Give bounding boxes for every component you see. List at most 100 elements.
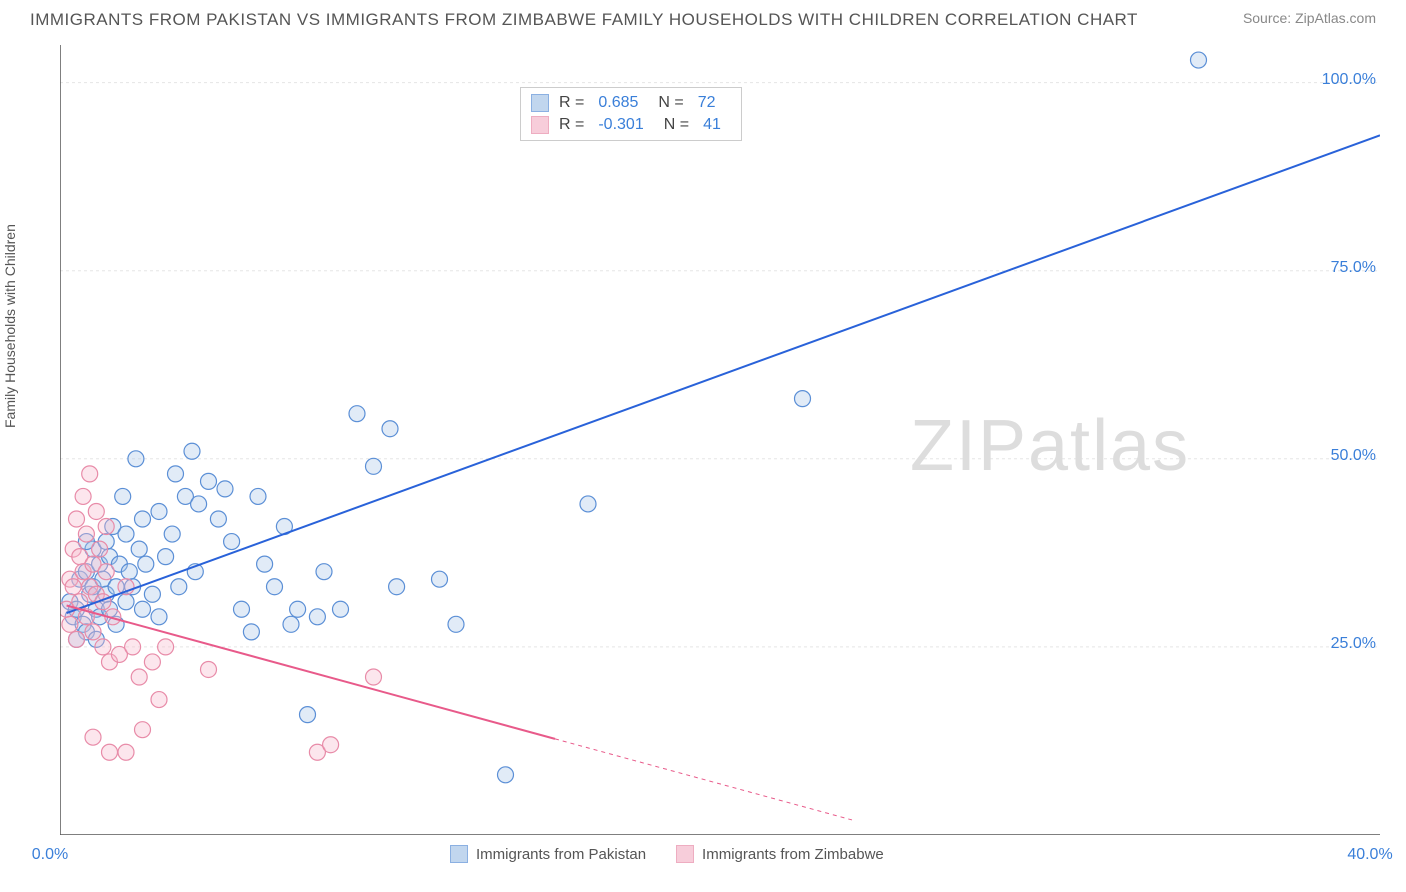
legend-item: Immigrants from Pakistan [450, 845, 646, 863]
legend-swatch [450, 845, 468, 863]
data-point [135, 511, 151, 527]
data-point [151, 503, 167, 519]
y-tick-label: 100.0% [1322, 71, 1376, 89]
data-point [234, 601, 250, 617]
data-point [300, 707, 316, 723]
data-point [184, 443, 200, 459]
data-point [290, 601, 306, 617]
data-point [65, 579, 81, 595]
data-point [85, 729, 101, 745]
legend-item: Immigrants from Zimbabwe [676, 845, 884, 863]
data-point [243, 624, 259, 640]
data-point [168, 466, 184, 482]
data-point [92, 541, 108, 557]
y-axis-label: Family Households with Children [2, 224, 18, 428]
r-legend-box: R = 0.685 N = 72 R = -0.301 N = 41 [520, 87, 742, 141]
data-point [316, 564, 332, 580]
data-point [448, 616, 464, 632]
data-point [69, 511, 85, 527]
data-point [128, 451, 144, 467]
data-point [144, 654, 160, 670]
data-point [138, 556, 154, 572]
data-point [158, 639, 174, 655]
r-value: 0.685 [598, 94, 638, 112]
data-point [78, 526, 94, 542]
data-point [75, 488, 91, 504]
n-label: N = [664, 116, 689, 134]
data-point [283, 616, 299, 632]
n-value: 72 [698, 94, 716, 112]
data-point [795, 391, 811, 407]
y-tick-label: 50.0% [1331, 447, 1376, 465]
data-point [432, 571, 448, 587]
legend-swatch [531, 116, 549, 134]
data-point [267, 579, 283, 595]
r-legend-row: R = 0.685 N = 72 [531, 92, 731, 114]
data-point [118, 594, 134, 610]
data-point [366, 669, 382, 685]
data-point [250, 488, 266, 504]
data-point [135, 601, 151, 617]
chart-title: IMMIGRANTS FROM PAKISTAN VS IMMIGRANTS F… [30, 10, 1138, 30]
data-point [82, 466, 98, 482]
data-point [131, 669, 147, 685]
n-label: N = [658, 94, 683, 112]
data-point [191, 496, 207, 512]
y-tick-label: 75.0% [1331, 259, 1376, 277]
source-attribution: Source: ZipAtlas.com [1243, 10, 1376, 26]
data-point [69, 631, 85, 647]
data-point [98, 519, 114, 535]
data-point [389, 579, 405, 595]
data-point [115, 488, 131, 504]
r-label: R = [559, 116, 584, 134]
legend-label: Immigrants from Zimbabwe [702, 846, 884, 863]
data-point [224, 534, 240, 550]
data-point [333, 601, 349, 617]
data-point [62, 616, 78, 632]
data-point [88, 503, 104, 519]
data-point [135, 722, 151, 738]
x-tick-label: 0.0% [32, 846, 68, 864]
data-point [171, 579, 187, 595]
r-value: -0.301 [598, 116, 643, 134]
series-legend: Immigrants from Pakistan Immigrants from … [450, 845, 884, 863]
data-point [102, 744, 118, 760]
r-legend-row: R = -0.301 N = 41 [531, 114, 731, 136]
r-label: R = [559, 94, 584, 112]
data-point [95, 639, 111, 655]
x-tick-label: 40.0% [1347, 846, 1392, 864]
chart-container: R =0.685N =72R =-0.301N =41 ZIPatlas [60, 45, 1396, 835]
data-point [498, 767, 514, 783]
regression-line-dashed [555, 739, 852, 820]
data-point [349, 406, 365, 422]
data-point [366, 458, 382, 474]
data-point [118, 526, 134, 542]
data-point [151, 692, 167, 708]
data-point [98, 564, 114, 580]
data-point [1191, 52, 1207, 68]
y-tick-label: 25.0% [1331, 635, 1376, 653]
data-point [382, 421, 398, 437]
data-point [309, 609, 325, 625]
data-point [118, 744, 134, 760]
n-value: 41 [703, 116, 721, 134]
data-point [210, 511, 226, 527]
data-point [201, 661, 217, 677]
legend-label: Immigrants from Pakistan [476, 846, 646, 863]
regression-line [67, 135, 1380, 613]
data-point [158, 549, 174, 565]
legend-swatch [676, 845, 694, 863]
data-point [151, 609, 167, 625]
data-point [580, 496, 596, 512]
data-point [217, 481, 233, 497]
data-point [121, 564, 137, 580]
data-point [257, 556, 273, 572]
correlation-scatter-chart [60, 45, 1380, 835]
data-point [323, 737, 339, 753]
data-point [164, 526, 180, 542]
data-point [144, 586, 160, 602]
data-point [85, 624, 101, 640]
data-point [125, 639, 141, 655]
legend-swatch [531, 94, 549, 112]
data-point [201, 473, 217, 489]
